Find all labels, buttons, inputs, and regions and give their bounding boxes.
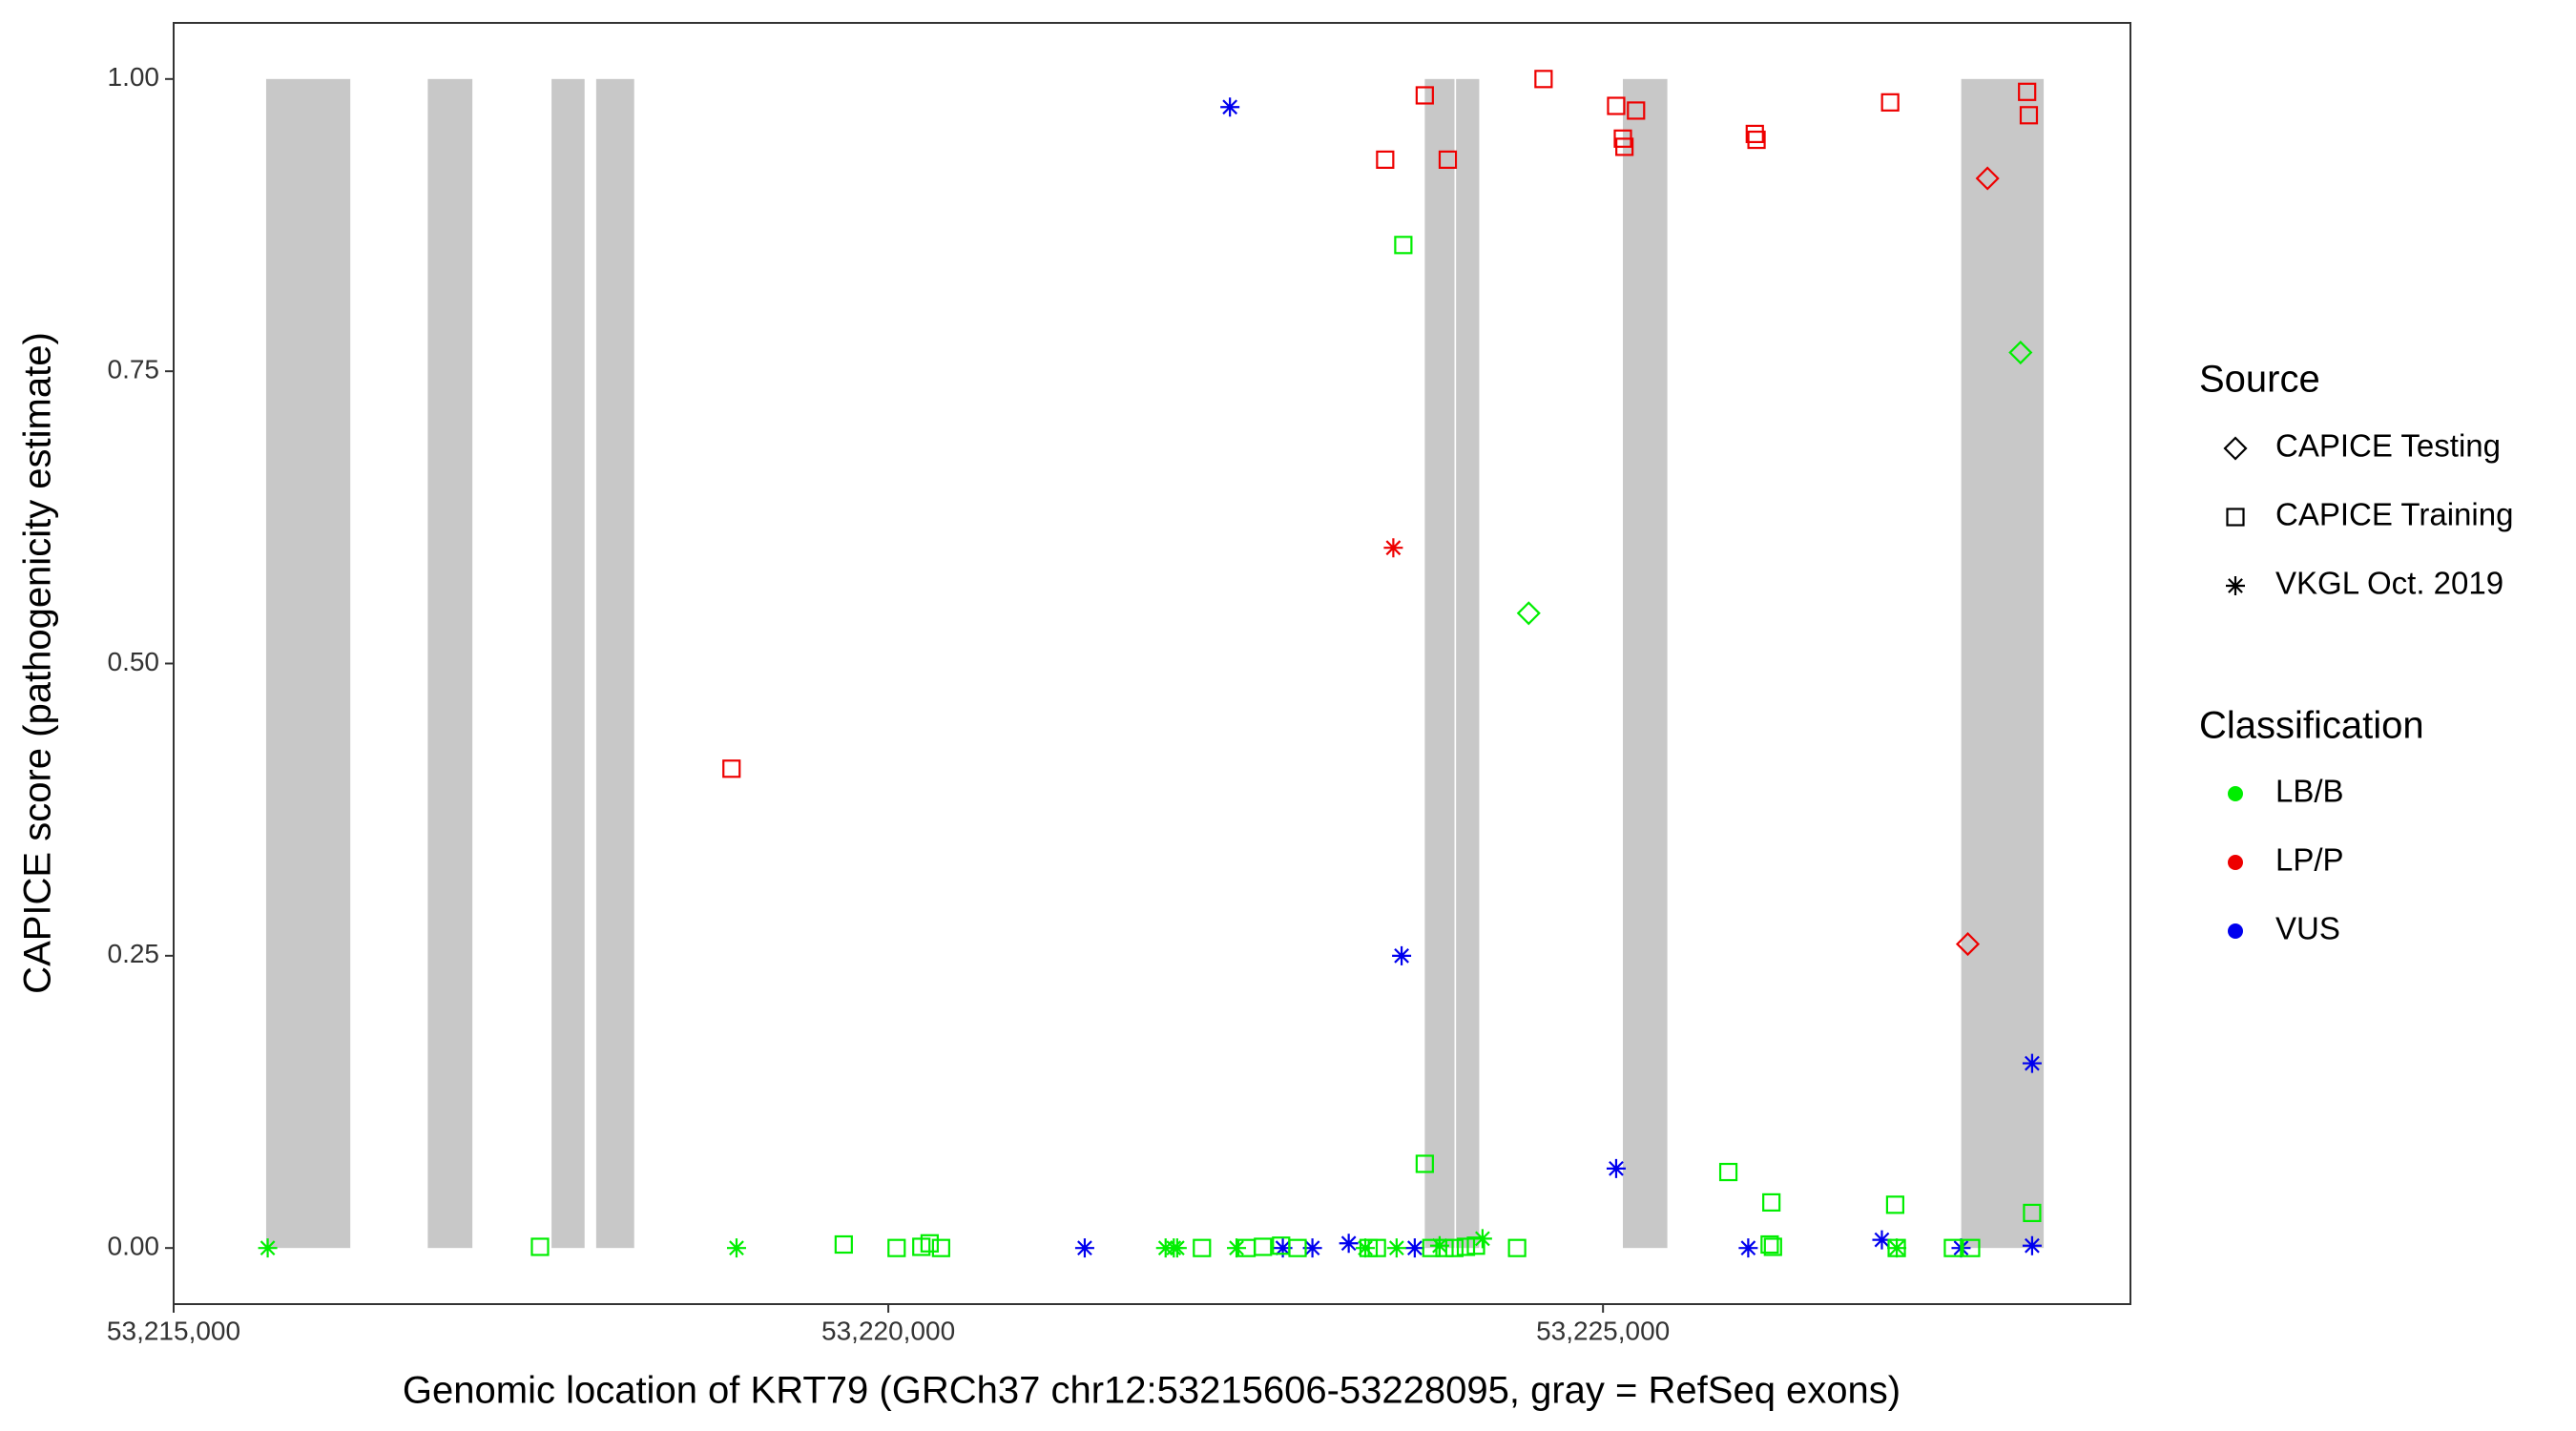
point-asterisk	[258, 1238, 278, 1258]
legend-label: VKGL Oct. 2019	[2275, 566, 2503, 601]
point-asterisk	[1074, 1238, 1094, 1258]
exon	[1961, 78, 2045, 1249]
point-square	[722, 759, 741, 778]
point-square	[1885, 1195, 1905, 1214]
point-square	[1254, 1237, 1273, 1256]
point-diamond	[2008, 340, 2033, 365]
point-asterisk	[1606, 1158, 1626, 1178]
legend-label: CAPICE Testing	[2275, 428, 2501, 464]
point-square	[1456, 1237, 1476, 1256]
point-square	[2023, 1203, 2042, 1223]
y-tick-label: 0.50	[108, 647, 160, 676]
point-square	[920, 1234, 939, 1253]
exon	[1622, 78, 1668, 1249]
legend-key	[2226, 508, 2245, 527]
point-square	[1615, 137, 1634, 156]
point-square	[1745, 124, 1764, 144]
point-asterisk	[1383, 538, 1403, 558]
point-asterisk	[1302, 1238, 1322, 1258]
point-square	[931, 1238, 950, 1257]
point-square	[530, 1237, 550, 1256]
point-square	[1376, 150, 1395, 169]
legend-label: VUS	[2275, 911, 2340, 946]
point-asterisk	[2022, 1053, 2042, 1073]
point-square	[1718, 1162, 1738, 1182]
exon	[265, 78, 351, 1249]
point-square	[1943, 1238, 1963, 1257]
point-square	[1534, 70, 1553, 89]
point-asterisk	[1356, 1238, 1376, 1258]
y-tick-label: 0.75	[108, 355, 160, 384]
point-square	[1415, 86, 1434, 105]
point-square	[1763, 1237, 1782, 1256]
exon	[427, 78, 473, 1249]
y-axis-title: CAPICE score (pathogenicity estimate)	[17, 332, 59, 994]
point-asterisk	[1386, 1238, 1406, 1258]
y-tick-label: 0.25	[108, 939, 160, 968]
point-square	[1415, 1154, 1434, 1173]
legend-key	[2223, 436, 2248, 461]
point-square	[1193, 1238, 1212, 1257]
point-asterisk	[1227, 1238, 1247, 1258]
point-diamond	[1955, 932, 1981, 957]
point-square	[1880, 93, 1900, 112]
legend-key	[2228, 855, 2243, 870]
point-asterisk	[1167, 1238, 1187, 1258]
point-square	[834, 1234, 853, 1255]
point-asterisk	[726, 1238, 746, 1258]
point-diamond	[1516, 601, 1541, 626]
point-square	[1760, 1234, 1779, 1255]
exon	[1456, 78, 1480, 1249]
legend-key	[2226, 576, 2245, 595]
point-square	[1747, 130, 1766, 150]
exon	[1424, 78, 1455, 1249]
point-asterisk	[1273, 1238, 1293, 1258]
point-square	[1438, 150, 1458, 169]
legend-label: LP/P	[2275, 842, 2344, 878]
y-tick-label: 1.00	[108, 62, 160, 92]
point-square	[1962, 1238, 1981, 1257]
point-asterisk	[1887, 1238, 1907, 1258]
exon	[595, 78, 634, 1249]
legend-key	[2228, 923, 2243, 939]
panel	[173, 22, 2131, 1305]
point-square	[1288, 1238, 1307, 1257]
point-square	[2019, 106, 2039, 125]
x-axis-title: Genomic location of KRT79 (GRCh37 chr12:…	[403, 1370, 1901, 1412]
exons	[265, 78, 2045, 1249]
point-square	[1507, 1238, 1527, 1257]
point-square	[887, 1238, 906, 1257]
legend-title: Source	[2199, 359, 2320, 401]
point-diamond	[1975, 166, 2000, 191]
x-tick-label: 53,215,000	[107, 1316, 240, 1345]
point-square	[1444, 1238, 1464, 1257]
point-asterisk	[1738, 1238, 1758, 1258]
legend-label: CAPICE Training	[2275, 497, 2513, 532]
point-asterisk	[1339, 1234, 1359, 1254]
point-square	[1607, 96, 1626, 115]
point-asterisk	[1392, 945, 1412, 965]
x-tick-label: 53,220,000	[821, 1316, 955, 1345]
point-square	[1762, 1192, 1781, 1212]
point-square	[1627, 101, 1646, 120]
point-asterisk	[1220, 97, 1240, 117]
point-asterisk	[1429, 1235, 1449, 1255]
point-asterisk	[1404, 1238, 1424, 1258]
y-tick-label: 0.00	[108, 1232, 160, 1261]
exon	[551, 78, 585, 1249]
point-square	[1466, 1236, 1485, 1255]
point-asterisk	[2022, 1235, 2042, 1255]
x-tick-label: 53,225,000	[1536, 1316, 1670, 1345]
points	[258, 70, 2042, 1258]
point-square	[1394, 236, 1413, 255]
legend-key	[2228, 786, 2243, 801]
legend-title: Classification	[2199, 705, 2424, 747]
point-asterisk	[1472, 1229, 1492, 1249]
point-square	[2018, 82, 2037, 101]
point-asterisk	[1872, 1230, 1892, 1250]
legend-label: LB/B	[2275, 774, 2344, 809]
